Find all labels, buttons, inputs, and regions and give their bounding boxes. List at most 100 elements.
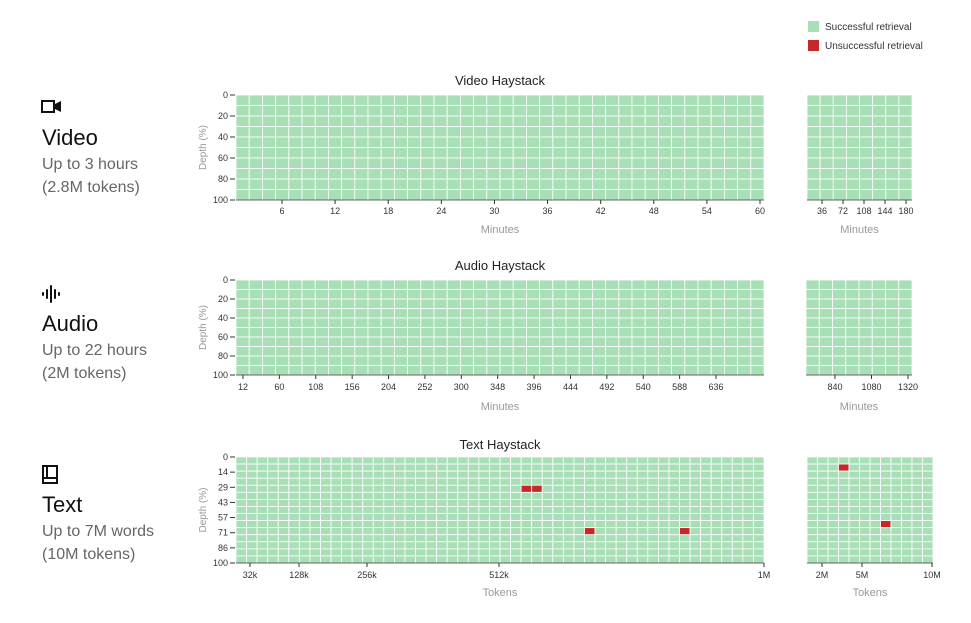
heatmap-cell	[832, 317, 847, 328]
heatmap-cell	[838, 470, 850, 479]
heatmap-cell	[314, 365, 329, 376]
heatmap-cell	[880, 498, 892, 507]
heatmap-cell	[679, 506, 691, 514]
heatmap-cell	[731, 498, 744, 507]
heatmap-cell	[898, 336, 913, 347]
heatmap-cell	[885, 355, 900, 366]
heatmap-cell	[354, 147, 369, 159]
heatmap-cell	[314, 178, 329, 190]
heatmap-cell	[314, 336, 329, 347]
heatmap-cell	[277, 456, 290, 465]
heatmap-cell	[679, 463, 691, 472]
heatmap-cell	[539, 136, 554, 148]
heatmap-cell	[499, 178, 514, 190]
heatmap-cell	[433, 105, 448, 117]
heatmap-cell	[372, 498, 385, 507]
heatmap-cell	[301, 105, 316, 117]
heatmap-cell	[330, 541, 343, 550]
heatmap-cell	[499, 168, 514, 180]
heatmap-cell	[592, 365, 607, 376]
heatmap-cell	[552, 157, 567, 169]
heatmap-cell	[459, 317, 474, 328]
heatmap-cell	[869, 491, 881, 500]
heatmap-cell	[301, 94, 316, 106]
heatmap-cell	[415, 463, 427, 472]
heatmap-cell	[832, 308, 847, 319]
heatmap-cell	[697, 317, 712, 328]
heatmap-cell	[327, 289, 342, 300]
heatmap-cell	[644, 365, 659, 376]
heatmap-cell	[605, 189, 620, 201]
heatmap-cell	[531, 456, 543, 465]
heatmap-cell	[626, 527, 638, 536]
heatmap-cell	[372, 520, 385, 529]
heatmap-cell	[407, 346, 422, 357]
heatmap-cell	[393, 136, 408, 148]
heatmap-cell	[393, 327, 408, 338]
heatmap-cell	[742, 506, 754, 514]
heatmap-cell	[724, 355, 739, 366]
heatmap-cell	[750, 157, 765, 169]
heatmap-cell	[671, 308, 686, 319]
heatmap-cell	[697, 336, 712, 347]
heatmap-cell	[235, 346, 250, 357]
heatmap-cell	[473, 105, 488, 117]
heatmap-cell	[742, 463, 754, 472]
heatmap-cell	[446, 365, 461, 376]
heatmap-cell	[552, 136, 567, 148]
heatmap-cell	[367, 105, 382, 117]
heatmap-cell	[615, 506, 628, 514]
heatmap-cell	[275, 365, 290, 376]
heatmap-cell	[838, 498, 850, 507]
heatmap-cell	[605, 279, 620, 290]
heatmap-cell	[573, 513, 585, 521]
heatmap-cell	[710, 506, 723, 514]
heatmap-cell	[351, 491, 364, 500]
heatmap-cell	[277, 506, 290, 514]
heatmap-cell	[261, 279, 276, 290]
heatmap-cell	[671, 147, 686, 159]
heatmap-cell	[671, 126, 686, 138]
heatmap-cell	[404, 498, 416, 507]
heatmap-cell	[817, 506, 829, 514]
heatmap-cell	[288, 463, 300, 472]
x-tick-label: 252	[417, 382, 432, 392]
heatmap-cell	[341, 189, 356, 201]
heatmap-cell	[871, 298, 886, 309]
heatmap-cell	[552, 147, 567, 159]
heatmap-cell	[309, 520, 321, 529]
heatmap-cell	[267, 470, 279, 479]
heatmap-cell	[885, 105, 900, 117]
heatmap-cell	[275, 136, 290, 148]
heatmap-cell	[668, 463, 680, 472]
heatmap-cell	[700, 527, 712, 536]
heatmap-cell	[288, 308, 303, 319]
y-tick-label: 40	[218, 313, 228, 323]
heatmap-cell	[859, 147, 874, 159]
heatmap-cell	[671, 189, 686, 201]
heatmap-cell	[354, 279, 369, 290]
x-tick-label: 60	[755, 206, 765, 216]
heatmap-cell	[341, 279, 356, 290]
heatmap-cell	[710, 355, 725, 366]
heatmap-cell	[341, 346, 356, 357]
heatmap-cell	[898, 147, 913, 159]
heatmap-cell	[446, 477, 459, 486]
heatmap-cell	[658, 506, 670, 514]
heatmap-cell	[890, 513, 902, 521]
heatmap-cell	[631, 355, 646, 366]
heatmap-cell	[885, 346, 900, 357]
heatmap-cell	[539, 126, 554, 138]
x-tick-label: 540	[636, 382, 651, 392]
heatmap-cell	[248, 189, 263, 201]
heatmap-cell	[626, 491, 638, 500]
heatmap-cell	[578, 336, 593, 347]
heatmap-cell	[626, 555, 638, 564]
heatmap-cell	[420, 298, 435, 309]
heatmap-cell	[327, 355, 342, 366]
heatmap-cell	[327, 94, 342, 106]
heatmap-cell	[473, 157, 488, 169]
heatmap-cell	[288, 456, 300, 465]
heatmap-cell	[710, 178, 725, 190]
